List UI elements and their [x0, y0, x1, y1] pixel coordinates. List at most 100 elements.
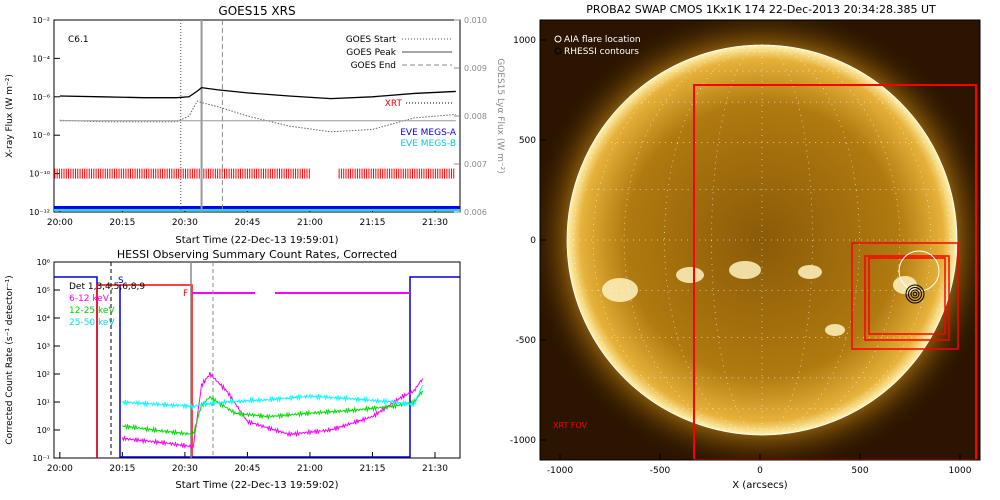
legend-goes-peak: GOES Peak	[346, 48, 396, 58]
hessi-y-tick-label: 10¹	[37, 398, 50, 407]
flare-box-inner	[868, 257, 946, 335]
hessi-count-rate-panel: HESSI Observing Summary Count Rates, Cor…	[5, 248, 461, 491]
goes-series-line	[59, 86, 456, 100]
hessi-plot-frame	[53, 261, 461, 459]
hessi-x-tick-label: 20:00	[47, 464, 73, 474]
goes-y-tick-label-right: 0.010	[464, 16, 487, 25]
longitude-line	[761, 44, 951, 436]
xrt-fov-label: XRT FOV	[553, 421, 588, 430]
hessi-state-flags	[54, 262, 460, 458]
swap-y-tick-label: -1000	[510, 436, 536, 446]
goes-y-tick-label-right: 0.008	[464, 112, 487, 121]
goes-x-tick-label: 21:30	[422, 218, 448, 228]
eve-megs-a-bar	[54, 206, 460, 209]
hessi-x-tick-label: 21:00	[297, 464, 323, 474]
legend-25-50-kev: 25-50 keV	[69, 318, 115, 328]
hessi-y-tick-label: 10⁰	[37, 426, 50, 435]
swap-x-tick-label: -1000	[547, 466, 573, 476]
limb-outline	[566, 44, 958, 436]
hessi-y-tick-label: 10²	[37, 370, 50, 379]
goes-x-tick-label: 21:15	[359, 218, 385, 228]
hessi-x-tick-label: 20:45	[234, 464, 260, 474]
legend-12-25-kev: 12-25 keV	[69, 306, 115, 316]
swap-x-tick-label: 0	[757, 466, 763, 476]
aia-flare-location	[898, 250, 940, 292]
active-regions	[602, 261, 917, 336]
hessi-x-tick-label: 21:30	[422, 464, 448, 474]
eve-megs-b-bar	[54, 209, 460, 211]
goes-y-tick-label: 10⁻⁴	[32, 54, 50, 63]
flare-box-outer	[851, 242, 959, 350]
hessi-series-line	[121, 371, 423, 450]
legend-aia-symbol	[554, 35, 562, 43]
hessi-series-line	[122, 390, 423, 437]
goes-y-tick-label: 10⁻²	[32, 16, 50, 25]
goes-y-label-right: GOES15 Lyα Flux (W m⁻²)	[495, 58, 505, 174]
goes-x-tick-label: 20:00	[47, 218, 73, 228]
hessi-x-tick-label: 20:15	[109, 464, 135, 474]
goes-y-tick-label-right: 0.007	[464, 160, 487, 169]
goes-plot-frame	[53, 19, 461, 213]
hessi-flare-flag-label: F	[183, 289, 188, 299]
hessi-legend: Det 1,3,4,5,6,8,9 6-12 keV 12-25 keV 25-…	[69, 282, 145, 328]
hessi-x-ticks: 20:00 20:15 20:30 20:45 21:00 21:15 21:30	[47, 452, 448, 474]
legend-rhessi-symbol	[554, 47, 562, 55]
goes-y-tick-label-right: 0.009	[464, 64, 487, 73]
legend-aia-flare-location: AIA flare location	[564, 35, 641, 45]
legend-goes-end: GOES End	[351, 61, 396, 71]
goes-y-tick-label: 10⁻⁸	[32, 131, 50, 140]
goes-y-label: X-ray Flux (W m⁻²)	[5, 74, 15, 158]
swap-x-tick-label: 1000	[949, 466, 972, 476]
eve-megs-b-label: EVE MEGS-B	[400, 139, 456, 149]
goes-y-ticks-right: 0.006 0.007 0.008 0.009 0.010	[454, 16, 487, 217]
hessi-series	[121, 371, 423, 450]
goes-event-lines	[180, 20, 223, 212]
swap-title: PROBA2 SWAP CMOS 1Kx1K 174 22-Dec-2013 2…	[586, 3, 936, 16]
goes-x-label: Start Time (22-Dec-13 19:59:01)	[175, 235, 338, 246]
goes-series	[59, 86, 456, 133]
night-flag-3	[409, 276, 460, 458]
swap-y-tick-label: 0	[530, 236, 536, 246]
swap-x-label: X (arcsecs)	[732, 480, 788, 491]
xrt-coverage	[54, 168, 455, 179]
flare-box-mid	[864, 255, 950, 341]
swap-y-tick-label: 1000	[513, 36, 536, 46]
hessi-y-tick-label: 10⁴	[37, 314, 50, 323]
longitude-line	[573, 44, 763, 436]
swap-axis-ticks: -1000 -500 0 500 1000 1000 500 0 -500 -1000	[510, 36, 972, 476]
hessi-x-tick-label: 21:15	[359, 464, 385, 474]
goes-title: GOES15 XRS	[218, 4, 295, 18]
hessi-series-line	[121, 384, 423, 411]
swap-y-tick-label: 500	[519, 136, 536, 146]
solar-disk	[567, 45, 957, 435]
eve-coverage	[54, 206, 460, 211]
swap-x-tick-label: 500	[851, 466, 868, 476]
hessi-y-tick-label: 10⁶	[37, 258, 50, 267]
legend-rhessi-contours: RHESSI contours	[564, 47, 639, 57]
swap-legend: AIA flare location RHESSI contours	[554, 35, 641, 57]
goes-y-tick-label: 10⁻⁶	[32, 93, 50, 102]
goes-x-tick-label: 21:00	[297, 218, 323, 228]
hessi-y-label: Corrected Count Rate (s⁻¹ detector⁻¹)	[5, 275, 15, 444]
goes-y-tick-label-right: 0.006	[464, 208, 487, 217]
goes-x-tick-label: 20:15	[109, 218, 135, 228]
hessi-y-tick-label: 10⁵	[37, 286, 50, 295]
swap-x-tick-label: -500	[650, 466, 671, 476]
goes-x-tick-label: 20:30	[172, 218, 198, 228]
night-flag	[54, 276, 98, 458]
goes-y-tick-label: 10⁻¹⁰	[29, 170, 50, 179]
eve-megs-a-label: EVE MEGS-A	[400, 128, 457, 138]
rhessi-contours	[905, 284, 925, 304]
goes-y-tick-label: 10⁻¹²	[29, 208, 50, 217]
legend-goes-start: GOES Start	[346, 35, 397, 45]
hessi-x-label: Start Time (22-Dec-13 19:59:02)	[175, 480, 338, 491]
hessi-title: HESSI Observing Summary Count Rates, Cor…	[117, 248, 397, 261]
hessi-saa-flag-label: S	[118, 276, 124, 286]
hessi-y-tick-label: 10⁻¹	[32, 454, 50, 463]
hessi-x-tick-label: 20:30	[172, 464, 198, 474]
goes-x-tick-label: 20:45	[234, 218, 260, 228]
swap-image-panel: PROBA2 SWAP CMOS 1Kx1K 174 22-Dec-2013 2…	[510, 3, 981, 491]
saa-flag	[96, 284, 193, 458]
heliographic-grid	[567, 44, 957, 436]
